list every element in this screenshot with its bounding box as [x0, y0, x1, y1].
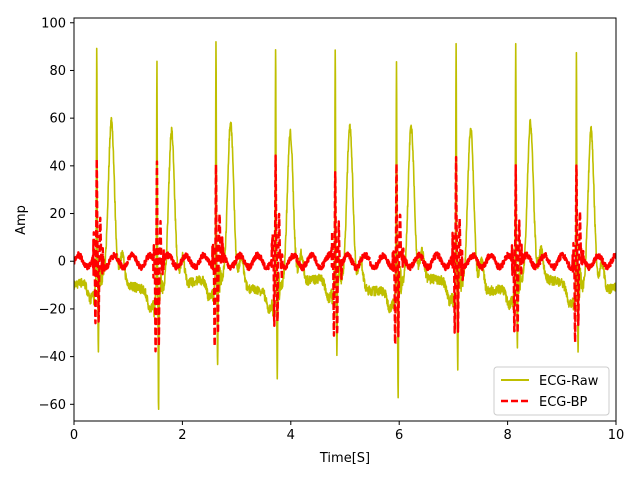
legend: ECG-Raw ECG-BP: [493, 366, 610, 416]
y-tick-label: −40: [39, 350, 66, 365]
y-tick-label: 40: [49, 159, 66, 174]
legend-bp-label: ECG-BP: [539, 395, 588, 410]
legend-raw-label: ECG-Raw: [539, 374, 599, 389]
ecg-raw-line: [74, 40, 616, 410]
y-tick-label: −60: [39, 398, 66, 413]
ecg-bp-line: [74, 154, 616, 353]
x-tick-label: 10: [608, 428, 625, 443]
y-tick-label: 20: [49, 207, 66, 222]
y-tick-label: 100: [41, 16, 66, 31]
plot-frame: [73, 17, 617, 422]
y-tick-label: 0: [58, 255, 66, 270]
x-tick-label: 2: [178, 428, 186, 443]
series-layer: [74, 40, 616, 410]
x-tick-label: 4: [287, 428, 295, 443]
y-tick-label: −20: [39, 302, 66, 317]
y-axis-label: Amp: [14, 205, 29, 235]
y-tick-label: 60: [49, 112, 66, 127]
y-axis: −60 −40 −20 0 20 40 60 80 100: [39, 16, 74, 413]
x-tick-label: 8: [503, 428, 511, 443]
x-axis-label: Time[S]: [319, 451, 370, 466]
y-tick-label: 80: [49, 64, 66, 79]
x-tick-label: 6: [395, 428, 403, 443]
x-tick-label: 0: [70, 428, 78, 443]
x-axis: 0 2 4 6 8 10: [70, 421, 624, 443]
